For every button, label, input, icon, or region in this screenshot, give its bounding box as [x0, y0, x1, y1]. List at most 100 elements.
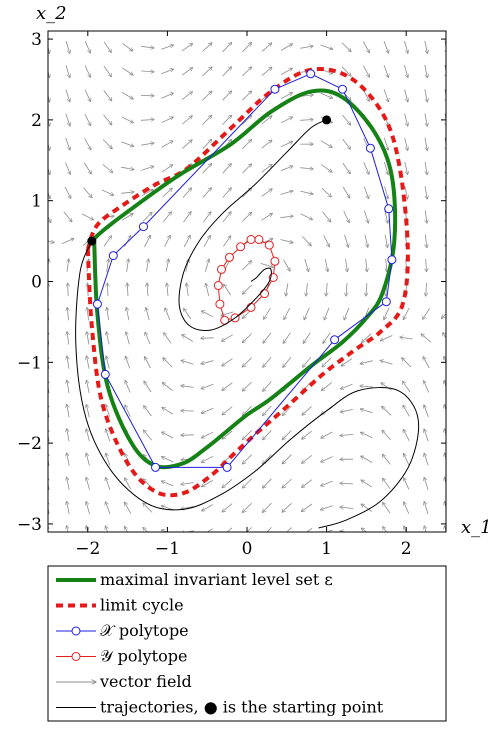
vector-field-arrow [403, 405, 409, 416]
vector-field-arrow [87, 307, 89, 320]
vector-field-arrow [86, 405, 89, 418]
vector-field-arrow [85, 66, 90, 78]
vector-field-arrow [346, 283, 347, 296]
legend-entry-trajectory: trajectories, ● is the starting point [56, 698, 384, 717]
vector-field-arrow [146, 308, 149, 321]
vector-field-arrow [222, 479, 232, 487]
vector-field-arrow [340, 434, 353, 435]
y-tick-label: 2 [31, 111, 42, 131]
vector-field-arrow [242, 334, 251, 343]
vector-field-arrow [365, 235, 368, 248]
vector-field-arrow [425, 162, 427, 175]
vector-field-arrow [184, 212, 192, 223]
vector-field-arrow [262, 67, 272, 75]
x-axis-title-text: x_1 [461, 517, 490, 538]
vector-field-arrow [201, 384, 213, 389]
vector-field-arrow [65, 162, 70, 174]
vector-field-arrow [181, 435, 194, 436]
vector-field-arrow [321, 432, 333, 438]
vector-field-arrow [124, 502, 130, 513]
vector-field-arrow [304, 308, 309, 320]
vector-field-arrow [184, 235, 190, 247]
vector-field-arrow [380, 360, 392, 364]
vector-field-arrow [283, 357, 291, 367]
y-tick-label: 3 [31, 30, 42, 50]
vector-field-arrow [242, 67, 251, 76]
vector-field-arrow [85, 114, 91, 126]
vector-field-arrow [141, 166, 153, 170]
vector-field-arrow [402, 358, 411, 367]
x-tick-label: 1 [321, 539, 332, 559]
legend-label: trajectories, ● is the starting point [100, 698, 384, 717]
vector-field-arrow [424, 405, 429, 417]
vector-field-arrow [85, 138, 91, 149]
vector-field-arrow [162, 407, 173, 414]
vector-field-arrow [67, 380, 69, 393]
vector-field-arrow [342, 43, 351, 52]
vector-field-arrow [186, 283, 188, 296]
vector-field-arrow [403, 453, 409, 465]
vector-field-arrow [205, 259, 209, 272]
vector-field-arrow [146, 259, 148, 272]
vector-field-arrow [126, 332, 130, 345]
y-axis-title: x_2 [36, 3, 67, 24]
vector-field-arrow [163, 358, 172, 367]
vector-field-arrow [302, 406, 312, 415]
x-polytope-vertex [93, 300, 101, 308]
vector-field-arrow [405, 65, 408, 78]
vector-field-arrow [164, 333, 171, 344]
vector-field-arrow [283, 333, 290, 344]
vector-field-arrow [321, 457, 333, 462]
vector-field-arrow [384, 90, 388, 102]
vector-field-arrow [262, 503, 271, 512]
vector-field-arrow [321, 481, 333, 486]
vector-field-arrow [201, 311, 213, 317]
vector-field-arrow [125, 381, 130, 393]
vector-field-arrow [203, 115, 212, 124]
vector-field-arrow [201, 361, 214, 364]
vector-field-arrow [102, 190, 114, 196]
y-tick-label: −3 [17, 515, 42, 535]
y-polytope-vertex [237, 243, 245, 251]
vector-field-arrow [281, 191, 293, 195]
vector-field-arrow [222, 407, 232, 415]
vector-field-arrow [202, 43, 212, 52]
vector-field-arrow [66, 138, 70, 150]
trajectory-line-2 [179, 120, 327, 331]
vector-field-arrow [85, 90, 91, 102]
vector-field-arrow [127, 283, 128, 296]
vector-field-arrow [84, 163, 91, 174]
x-polytope-vertex [223, 463, 231, 471]
vector-field-arrow [143, 503, 152, 512]
vector-field-arrow [201, 456, 213, 462]
y-tick-label: −2 [17, 434, 42, 454]
vector-field-arrow [344, 211, 350, 223]
vector-field-arrow [86, 502, 89, 515]
vector-field-arrow [106, 477, 110, 489]
vector-field-arrow [67, 453, 70, 466]
vector-field-arrow [203, 139, 212, 148]
vector-field-arrow [223, 188, 231, 198]
vector-field-arrow [426, 283, 427, 296]
vector-field-arrow [202, 505, 213, 512]
y-axis-title-text: x_2 [36, 3, 67, 24]
vector-field-arrow [147, 283, 148, 296]
vector-field-arrow [366, 283, 367, 296]
vector-field-arrow [302, 236, 311, 245]
x-tick-label: 0 [242, 539, 253, 559]
vector-field-arrow [66, 90, 70, 102]
legend-label: vector field [99, 672, 192, 691]
vector-field-arrow [300, 191, 313, 194]
vector-field-arrow [162, 457, 174, 462]
vector-field-arrow [423, 308, 430, 319]
vector-field-arrow [321, 506, 333, 510]
vector-field-arrow [167, 283, 168, 296]
x-axis-title: x_1 [461, 517, 490, 538]
vector-field-arrow [67, 259, 69, 272]
vector-field-arrow [382, 430, 391, 440]
vector-field-arrow [263, 357, 271, 367]
vector-field-arrow [282, 430, 291, 439]
vector-field-arrow [162, 117, 174, 123]
vector-field-arrow [242, 115, 251, 124]
vector-field-arrow [281, 240, 294, 243]
